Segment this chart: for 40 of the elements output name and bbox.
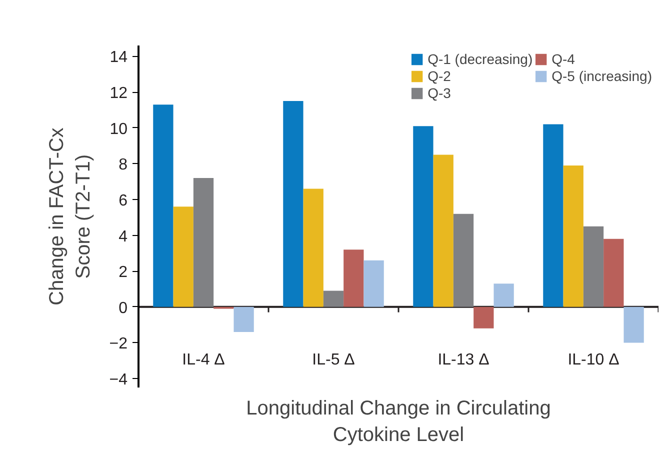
x-tick-label: IL-4 Δ — [182, 352, 226, 369]
x-tick-label: IL-5 Δ — [312, 352, 356, 369]
bar — [283, 101, 304, 307]
y-tick-label: 2 — [118, 264, 128, 282]
legend-label: Q-1 (decreasing) — [428, 51, 533, 67]
bar — [303, 188, 324, 307]
y-tick-label: 0 — [118, 300, 128, 317]
bar — [173, 206, 194, 307]
y-tick-label: 8 — [118, 156, 128, 174]
bar — [364, 260, 384, 307]
legend-label: Q-4 — [552, 51, 575, 67]
bar — [624, 306, 644, 343]
bar — [413, 126, 434, 307]
bar — [474, 306, 494, 328]
bar — [543, 124, 564, 307]
x-tick-label: IL-10 Δ — [568, 352, 620, 369]
bar — [494, 284, 514, 307]
legend-label: Q-2 — [428, 68, 451, 84]
y-tick-label: −2 — [109, 336, 128, 353]
bar — [453, 214, 474, 307]
bar — [193, 178, 214, 307]
y-tick-label: 12 — [110, 85, 128, 102]
y-tick-label: −4 — [109, 372, 128, 389]
legend-label: Q-3 — [428, 85, 451, 101]
y-tick-label: 6 — [118, 192, 128, 210]
x-axis-title: Longitudinal Change in Circulating Cytokine Level — [246, 398, 551, 446]
bar — [234, 306, 254, 332]
legend-label: Q-5 (increasing) — [552, 68, 652, 84]
bar — [153, 104, 174, 307]
x-tick-label: IL-13 Δ — [438, 352, 490, 369]
bar — [604, 238, 624, 307]
bar — [433, 154, 454, 307]
y-tick-label: 4 — [118, 228, 128, 246]
y-tick-label: 10 — [110, 120, 128, 138]
y-axis-title: Change in FACT-Cx Score (T2-T1) — [46, 128, 94, 306]
bar — [344, 250, 364, 307]
y-tick-label: 14 — [110, 49, 128, 66]
bar — [563, 165, 584, 307]
bar — [583, 226, 604, 307]
bar — [323, 290, 344, 307]
